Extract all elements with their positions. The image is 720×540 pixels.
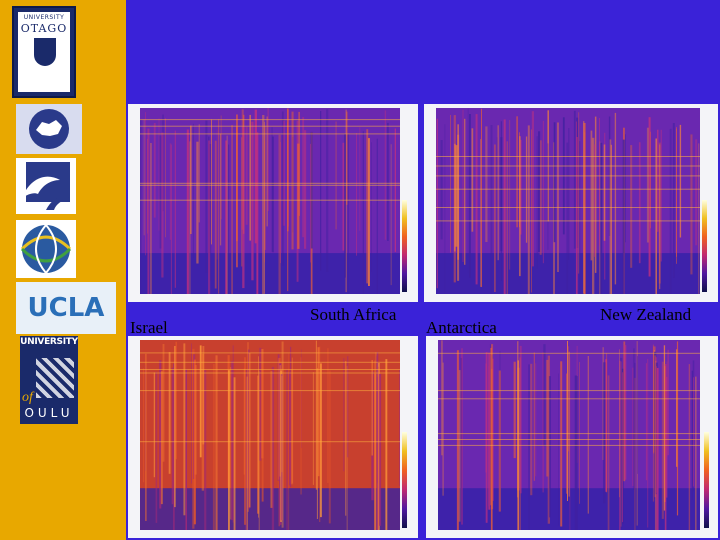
university-of-oulu-logo: UNIVERSITY of OULU [20, 336, 78, 424]
antarctic-logo [16, 104, 82, 154]
spectrogram-image [438, 340, 700, 540]
otago-shield-icon [34, 38, 56, 66]
spectrogram-image [140, 108, 400, 328]
spectrogram-panel-top-left [128, 104, 418, 328]
globe-logo [16, 220, 76, 278]
spectrogram-panel-top-right [424, 104, 718, 328]
spectrogram-panel-bottom-left [128, 336, 418, 540]
ucla-logo: UCLA [16, 282, 116, 334]
otago-name-text: OTAGO [20, 22, 68, 35]
sidebar: UNIVERSITY OTAGO UCLA UNIVERSITY of [0, 0, 126, 540]
label-israel: Israel [130, 318, 168, 337]
oulu-name-text: OULU [24, 406, 74, 420]
label-antarctica: Antarctica [426, 318, 497, 337]
colorbar [402, 432, 407, 528]
oulu-pattern-icon [36, 358, 74, 398]
dolphin-logo [16, 158, 76, 214]
colorbar [702, 200, 707, 292]
colorbar [704, 432, 709, 528]
label-new-zealand: New Zealand [600, 305, 692, 324]
spectrogram-panel-bottom-right [426, 336, 718, 540]
spectrogram-image [140, 340, 401, 540]
label-south-africa: South Africa [310, 305, 397, 324]
oulu-university-text: UNIVERSITY [20, 337, 78, 347]
university-of-otago-logo: UNIVERSITY OTAGO [12, 6, 76, 98]
otago-university-text: UNIVERSITY [23, 14, 65, 21]
colorbar [402, 200, 407, 292]
oulu-of-text: of [22, 390, 33, 405]
spectrogram-image [436, 108, 700, 328]
